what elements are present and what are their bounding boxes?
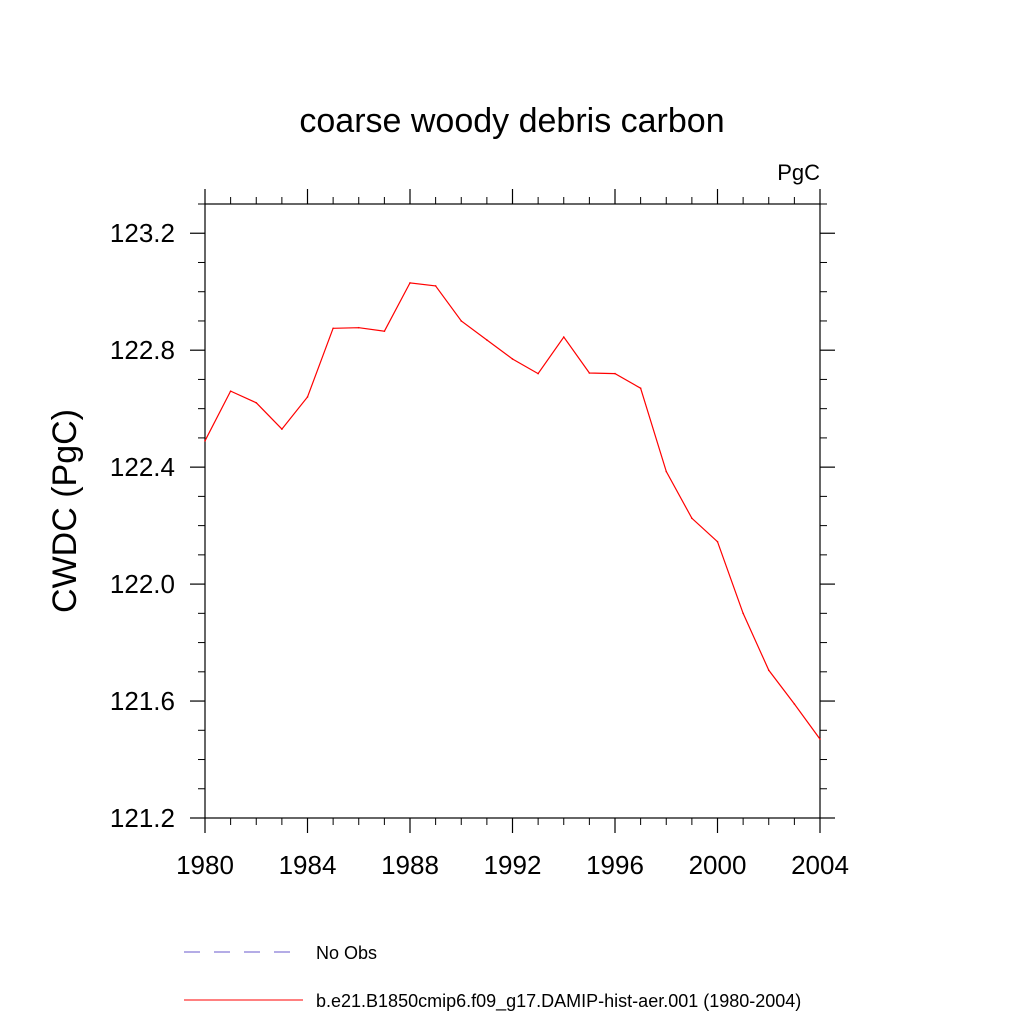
data-point (255, 402, 258, 404)
x-tick-label: 1984 (279, 850, 337, 880)
plot-frame (204, 203, 821, 819)
data-point (204, 440, 206, 442)
data-point (306, 396, 309, 398)
data-point (588, 372, 591, 374)
series-line (204, 282, 821, 740)
y-axis-label: CWDC (PgC) (46, 409, 84, 613)
data-point (639, 387, 642, 390)
x-tick-label: 1996 (586, 850, 644, 880)
data-point (793, 703, 796, 705)
units-label: PgC (777, 160, 820, 185)
data-point (614, 372, 616, 375)
axes: 1980 1984 1988 1992 1996 2000 2004 121.2 121.6 12… (110, 189, 849, 880)
y-tick-label: 122.8 (110, 335, 175, 365)
data-point (434, 285, 437, 287)
data-point (767, 669, 770, 672)
legend: No Obs b.e21.B1850cmip6.f09_g17.DAMIP-his… (184, 943, 801, 1012)
series-layer (204, 282, 821, 740)
legend-label: No Obs (316, 943, 377, 963)
y-tick-label: 121.2 (110, 803, 175, 833)
chart-title: coarse woody debris carbon (299, 102, 724, 140)
legend-label: b.e21.B1850cmip6.f09_g17.DAMIP-hist-aer.… (316, 991, 801, 1012)
data-point (409, 282, 411, 284)
y-tick-label: 122.4 (110, 452, 175, 482)
data-point (511, 358, 514, 360)
data-point (537, 372, 539, 375)
x-tick-label: 2000 (689, 850, 747, 880)
data-point (691, 517, 693, 520)
data-point (665, 470, 668, 473)
data-point (383, 330, 386, 332)
y-tick-label: 122.0 (110, 569, 175, 599)
data-point (281, 428, 283, 430)
data-point (486, 339, 488, 341)
data-point (742, 612, 744, 615)
y-tick-label: 121.6 (110, 686, 175, 716)
data-point (716, 540, 719, 543)
x-tick-label: 1980 (176, 850, 234, 880)
x-tick-label: 2004 (791, 850, 849, 880)
data-point (357, 326, 360, 329)
y-tick-label: 123.2 (110, 218, 175, 248)
data-point (460, 320, 463, 322)
data-point (819, 738, 821, 740)
x-tick-label: 1988 (381, 850, 439, 880)
data-point (562, 336, 565, 338)
x-tick-label: 1992 (484, 850, 542, 880)
data-point (229, 390, 232, 392)
data-point (332, 327, 334, 330)
